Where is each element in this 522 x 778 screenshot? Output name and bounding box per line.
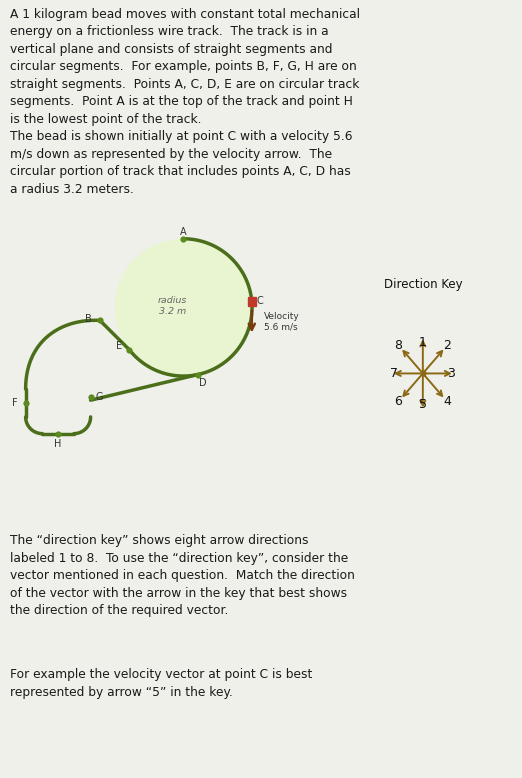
Text: F: F — [13, 398, 18, 408]
Text: D: D — [199, 378, 207, 387]
Text: Direction Key: Direction Key — [384, 278, 462, 291]
Text: 3: 3 — [447, 367, 455, 380]
Text: C: C — [257, 296, 263, 307]
Text: E: E — [116, 341, 122, 351]
Text: B: B — [85, 314, 91, 324]
Text: 2: 2 — [443, 338, 451, 352]
Text: 4: 4 — [443, 395, 451, 408]
Text: A 1 kilogram bead moves with constant total mechanical
energy on a frictionless : A 1 kilogram bead moves with constant to… — [10, 8, 360, 196]
Text: Velocity
5.6 m/s: Velocity 5.6 m/s — [264, 312, 300, 331]
Text: H: H — [54, 439, 62, 449]
Text: G: G — [95, 391, 102, 401]
Circle shape — [115, 239, 252, 376]
Text: 6: 6 — [395, 395, 402, 408]
Text: 1: 1 — [419, 336, 427, 349]
Text: radius
3.2 m: radius 3.2 m — [158, 296, 187, 316]
Text: A: A — [180, 227, 187, 237]
Text: 8: 8 — [395, 338, 402, 352]
Bar — [247, 297, 256, 306]
Text: 5: 5 — [419, 398, 427, 412]
Text: For example the velocity vector at point C is best
represented by arrow “5” in t: For example the velocity vector at point… — [10, 668, 313, 699]
Text: The “direction key” shows eight arrow directions
labeled 1 to 8.  To use the “di: The “direction key” shows eight arrow di… — [10, 534, 355, 617]
Text: 7: 7 — [389, 367, 398, 380]
